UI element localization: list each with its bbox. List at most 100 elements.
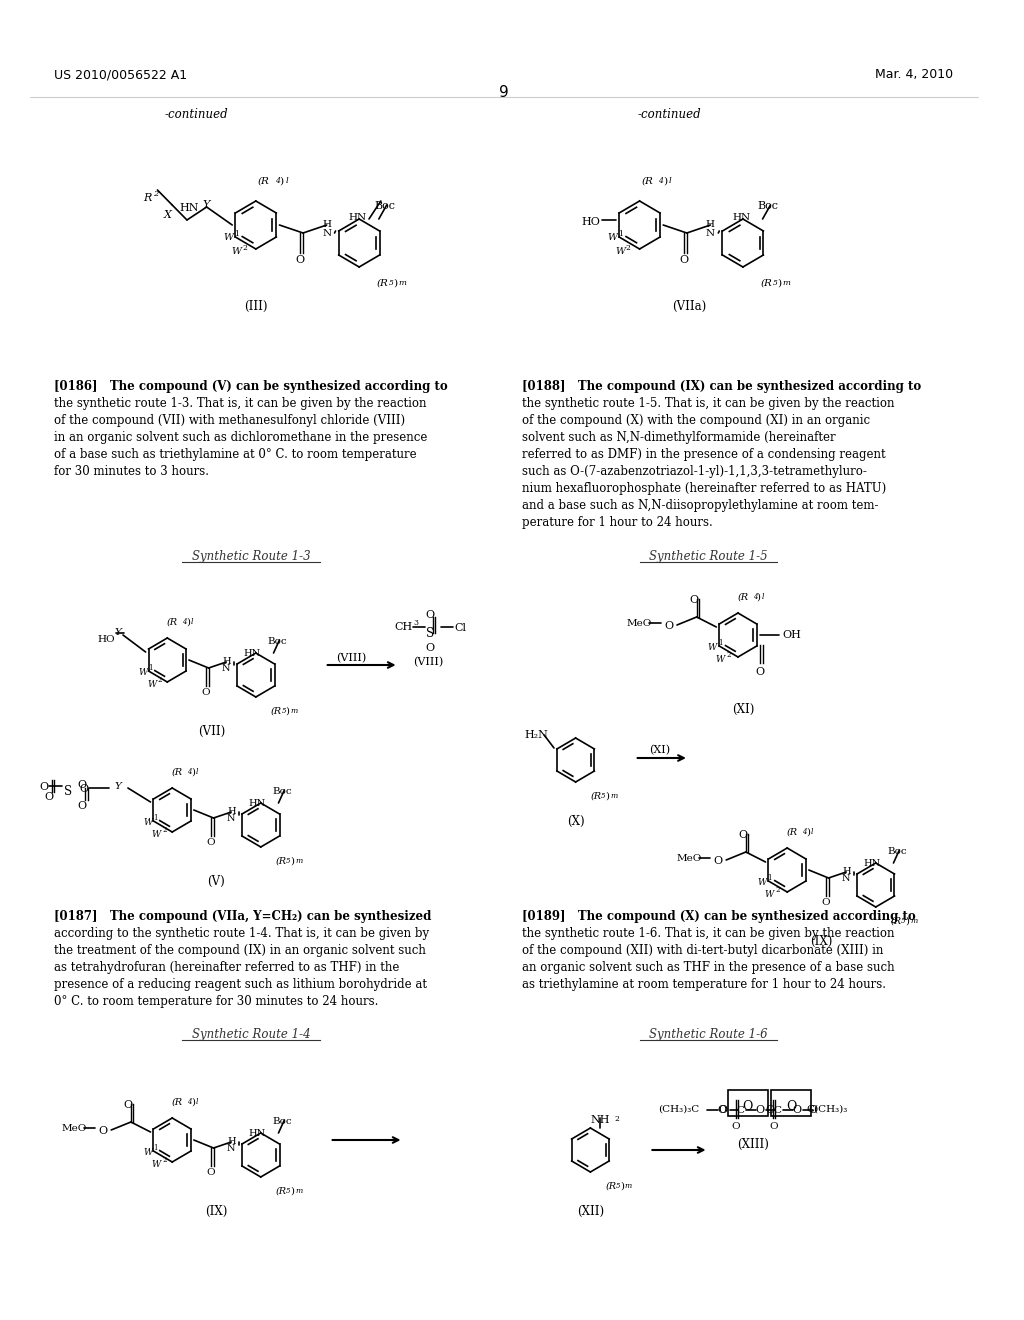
Text: (XIII): (XIII): [737, 1138, 769, 1151]
Text: O: O: [769, 1122, 777, 1131]
Text: HN: HN: [249, 799, 265, 808]
Text: the treatment of the compound (IX) in an organic solvent such: the treatment of the compound (IX) in an…: [54, 944, 426, 957]
Text: as tetrahydrofuran (hereinafter referred to as THF) in the: as tetrahydrofuran (hereinafter referred…: [54, 961, 399, 974]
Text: m: m: [295, 857, 302, 865]
Text: S: S: [426, 627, 434, 640]
Text: according to the synthetic route 1-4. That is, it can be given by: according to the synthetic route 1-4. Th…: [54, 927, 429, 940]
Text: O: O: [755, 1105, 764, 1115]
Text: R: R: [143, 193, 152, 203]
Text: W: W: [607, 234, 617, 242]
Text: O: O: [665, 620, 674, 631]
Text: C(CH₃)₃: C(CH₃)₃: [806, 1105, 847, 1114]
Text: O: O: [77, 780, 86, 789]
Text: (R: (R: [891, 917, 901, 927]
Text: O: O: [425, 643, 434, 653]
Text: m: m: [290, 708, 298, 715]
Text: H: H: [227, 1137, 236, 1146]
Text: ): ): [280, 177, 284, 186]
Text: m: m: [625, 1181, 632, 1191]
Text: Synthetic Route 1-3: Synthetic Route 1-3: [191, 550, 310, 564]
Text: 1: 1: [148, 664, 153, 672]
Text: 1: 1: [154, 1144, 158, 1152]
Text: 2: 2: [626, 244, 631, 252]
FancyBboxPatch shape: [771, 1090, 811, 1115]
Text: (IX): (IX): [205, 1205, 227, 1218]
Text: 2: 2: [158, 676, 162, 684]
Text: the synthetic route 1-3. That is, it can be given by the reaction: the synthetic route 1-3. That is, it can…: [54, 397, 427, 411]
Text: -continued: -continued: [637, 108, 700, 121]
Text: H: H: [706, 220, 715, 228]
Text: W: W: [231, 247, 242, 256]
Text: HN: HN: [179, 203, 199, 213]
Text: 2: 2: [163, 826, 167, 834]
Text: (V): (V): [208, 875, 225, 888]
Text: (R: (R: [172, 768, 182, 777]
Text: 2: 2: [242, 244, 247, 252]
Text: W: W: [143, 818, 153, 828]
Text: W: W: [716, 655, 725, 664]
Text: H: H: [323, 220, 331, 228]
Text: X: X: [164, 210, 171, 220]
Text: perature for 1 hour to 24 hours.: perature for 1 hour to 24 hours.: [521, 516, 713, 529]
Text: (R: (R: [641, 177, 653, 186]
Text: 1: 1: [768, 874, 772, 882]
Text: O: O: [77, 801, 86, 810]
Text: O: O: [296, 255, 305, 265]
Text: Synthetic Route 1-6: Synthetic Route 1-6: [649, 1028, 768, 1041]
Text: O: O: [689, 595, 698, 605]
Text: (R: (R: [275, 1187, 287, 1196]
Text: O: O: [98, 1126, 108, 1137]
Text: the synthetic route 1-6. That is, it can be given by the reaction: the synthetic route 1-6. That is, it can…: [521, 927, 894, 940]
Text: (R: (R: [258, 177, 269, 186]
Text: of the compound (X) with the compound (XI) in an organic: of the compound (X) with the compound (X…: [521, 414, 869, 426]
Text: ): ): [393, 279, 397, 288]
Text: H: H: [227, 807, 236, 816]
Text: 5: 5: [616, 1181, 621, 1191]
Text: [0189]   The compound (X) can be synthesized according to: [0189] The compound (X) can be synthesiz…: [521, 909, 915, 923]
Text: 4: 4: [187, 768, 191, 776]
Text: ): ): [620, 1181, 624, 1191]
Text: H: H: [222, 657, 230, 667]
Text: O: O: [202, 688, 210, 697]
Text: (R: (R: [167, 618, 178, 627]
Text: O: O: [742, 1100, 753, 1113]
Text: O: O: [719, 1105, 728, 1115]
Text: 4: 4: [802, 828, 807, 836]
Text: 5: 5: [282, 708, 286, 715]
Text: m: m: [910, 917, 918, 925]
Text: of a base such as triethylamine at 0° C. to room temperature: of a base such as triethylamine at 0° C.…: [54, 447, 417, 461]
Text: l: l: [196, 1098, 199, 1106]
Text: such as O-(7-azabenzotriazol-1-yl)-1,1,3,3-tetramethyluro-: such as O-(7-azabenzotriazol-1-yl)-1,1,3…: [521, 465, 866, 478]
Text: (R: (R: [377, 279, 389, 288]
Text: O: O: [206, 1168, 215, 1177]
Text: HN: HN: [244, 649, 261, 657]
Text: 1: 1: [154, 814, 158, 822]
Text: W: W: [143, 1148, 153, 1158]
Text: ): ): [286, 708, 289, 715]
Text: 5: 5: [772, 279, 777, 286]
Text: Boc: Boc: [267, 638, 288, 645]
Text: MeO: MeO: [627, 619, 652, 628]
Text: ): ): [605, 792, 609, 801]
Text: W: W: [138, 668, 147, 677]
Text: O: O: [79, 784, 88, 795]
Text: O: O: [786, 1100, 797, 1113]
Text: -continued: -continued: [165, 108, 228, 121]
Text: (R: (R: [737, 593, 749, 602]
Text: l: l: [762, 593, 764, 601]
Text: [0187]   The compound (VIIa, Y=CH₂) can be synthesized: [0187] The compound (VIIa, Y=CH₂) can be…: [54, 909, 431, 923]
Text: 4: 4: [187, 1098, 191, 1106]
Text: an organic solvent such as THF in the presence of a base such: an organic solvent such as THF in the pr…: [521, 961, 894, 974]
Text: 5: 5: [389, 279, 393, 286]
Text: 5: 5: [287, 1187, 291, 1195]
Text: ): ): [757, 593, 761, 602]
Text: Y: Y: [115, 781, 122, 791]
Text: HN: HN: [249, 1129, 265, 1138]
Text: CH: CH: [394, 622, 413, 632]
Text: O: O: [206, 838, 215, 847]
FancyBboxPatch shape: [728, 1090, 768, 1115]
Text: (XII): (XII): [577, 1205, 604, 1218]
Text: 4: 4: [658, 177, 664, 185]
Text: l: l: [669, 177, 672, 185]
Text: O: O: [45, 792, 54, 803]
